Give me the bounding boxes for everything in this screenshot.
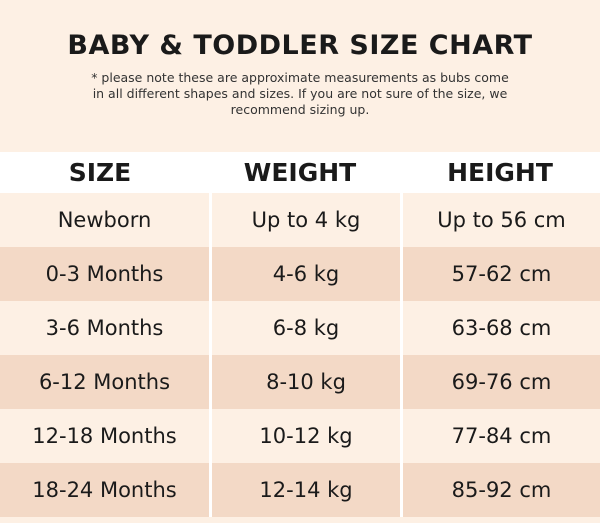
- height-cell: 57-62 cm: [400, 247, 600, 301]
- table-row: 12-18 Months 10-12 kg 77-84 cm: [0, 409, 600, 463]
- size-cell: 0-3 Months: [0, 247, 209, 301]
- height-cell: Up to 56 cm: [400, 193, 600, 247]
- column-header-weight: WEIGHT: [243, 158, 357, 187]
- header-section: BABY & TODDLER SIZE CHART * please note …: [0, 0, 600, 152]
- size-cell: 18-24 Months: [0, 463, 209, 517]
- size-cell: 12-18 Months: [0, 409, 209, 463]
- column-header-size: SIZE: [68, 158, 132, 187]
- table-row: Newborn Up to 4 kg Up to 56 cm: [0, 193, 600, 247]
- weight-cell: 4-6 kg: [209, 247, 400, 301]
- weight-cell: Up to 4 kg: [209, 193, 400, 247]
- table-row: 18-24 Months 12-14 kg 85-92 cm: [0, 463, 600, 517]
- page-title: BABY & TODDLER SIZE CHART: [67, 30, 533, 61]
- size-cell: Newborn: [0, 193, 209, 247]
- table-row: 0-3 Months 4-6 kg 57-62 cm: [0, 247, 600, 301]
- column-header-height: HEIGHT: [447, 158, 553, 187]
- weight-cell: 6-8 kg: [209, 301, 400, 355]
- weight-cell: 8-10 kg: [209, 355, 400, 409]
- size-cell: 3-6 Months: [0, 301, 209, 355]
- weight-cell: 10-12 kg: [209, 409, 400, 463]
- table-row: 3-6 Months 6-8 kg 63-68 cm: [0, 301, 600, 355]
- size-cell: 6-12 Months: [0, 355, 209, 409]
- table-header: SIZE WEIGHT HEIGHT: [0, 152, 600, 193]
- table-row: 6-12 Months 8-10 kg 69-76 cm: [0, 355, 600, 409]
- height-cell: 63-68 cm: [400, 301, 600, 355]
- weight-cell: 12-14 kg: [209, 463, 400, 517]
- size-table-body: Newborn Up to 4 kg Up to 56 cm 0-3 Months 4-…: [0, 193, 600, 523]
- height-cell: 77-84 cm: [400, 409, 600, 463]
- height-cell: 69-76 cm: [400, 355, 600, 409]
- height-cell: 85-92 cm: [400, 463, 600, 517]
- disclaimer-note: * please note these are approximate meas…: [91, 70, 509, 117]
